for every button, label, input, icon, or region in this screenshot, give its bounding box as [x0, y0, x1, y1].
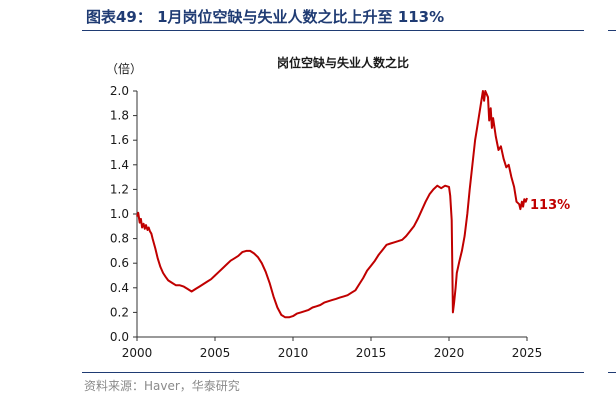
- y-tick-label: 0.2: [110, 305, 129, 319]
- y-tick-label: 0.0: [110, 330, 129, 344]
- right-panel-rule-top: [608, 30, 616, 31]
- x-tick-label: 2025: [512, 346, 543, 360]
- series-line: [136, 90, 528, 319]
- title-rule: [82, 30, 584, 31]
- x-tick-label: 2005: [200, 346, 231, 360]
- chart-title: 岗位空缺与失业人数之比: [277, 55, 409, 70]
- footer-rule: [82, 372, 584, 373]
- y-axis: 0.0 0.2 0.4 0.6 0.8 1.0 1.2 1.4 1.6 1.8 2.0: [110, 84, 137, 344]
- source-note: 资料来源：Haver，华泰研究: [84, 379, 240, 393]
- value-annotation: 113%: [530, 198, 570, 213]
- y-tick-label: 2.0: [110, 84, 129, 98]
- figure-title: 图表49： 1月岗位空缺与失业人数之比上升至 113%: [86, 8, 445, 26]
- y-tick-label: 1.0: [110, 207, 129, 221]
- x-tick-label: 2015: [356, 346, 387, 360]
- y-tick-label: 1.2: [110, 182, 129, 196]
- y-axis-unit: （倍）: [106, 61, 142, 76]
- y-tick-label: 1.4: [110, 158, 129, 172]
- x-tick-label: 2010: [278, 346, 309, 360]
- x-tick-label: 2000: [122, 346, 153, 360]
- y-tick-label: 1.8: [110, 109, 129, 123]
- y-tick-label: 1.6: [110, 133, 129, 147]
- x-axis: 2000 2005 2010 2015 2020 2025: [122, 337, 543, 360]
- x-tick-label: 2020: [434, 346, 465, 360]
- right-panel-rule-bottom: [608, 372, 616, 373]
- y-tick-label: 0.6: [110, 256, 129, 270]
- y-tick-label: 0.8: [110, 232, 129, 246]
- y-tick-label: 0.4: [110, 281, 129, 295]
